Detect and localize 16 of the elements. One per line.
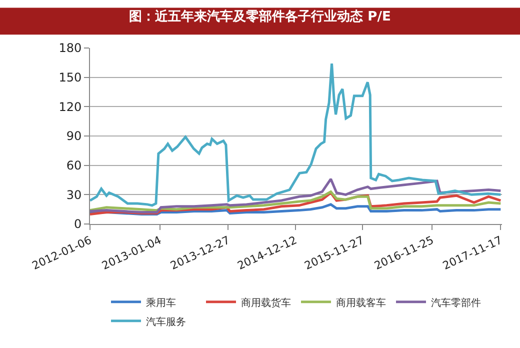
legend-label: 汽车服务 bbox=[146, 316, 186, 328]
chart-title: 图：近五年来汽车及零部件各子行业动态 P/E bbox=[129, 8, 391, 25]
line-series bbox=[90, 62, 502, 207]
y-tick-label: 60 bbox=[66, 158, 82, 173]
y-tick-label: 90 bbox=[66, 129, 82, 144]
y-tick-label: 120 bbox=[58, 100, 82, 114]
legend-label: 商用载货车 bbox=[241, 296, 291, 309]
legend-label: 商用载客车 bbox=[336, 296, 386, 309]
legend-label: 汽车零部件 bbox=[431, 296, 481, 309]
y-tick-label: 150 bbox=[58, 70, 82, 85]
y-tick-label: 30 bbox=[66, 188, 82, 202]
line-series bbox=[90, 178, 502, 214]
legend-label: 乘用车 bbox=[146, 296, 176, 309]
line-series bbox=[90, 190, 502, 212]
y-tick-label: 180 bbox=[58, 41, 82, 56]
y-tick-label: 0 bbox=[74, 217, 82, 232]
